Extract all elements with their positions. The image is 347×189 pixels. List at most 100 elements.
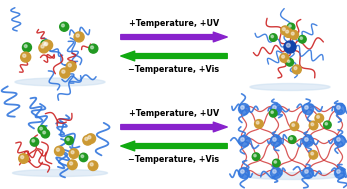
Circle shape xyxy=(303,104,313,115)
Circle shape xyxy=(303,136,313,146)
Circle shape xyxy=(305,170,308,173)
Circle shape xyxy=(289,30,298,39)
Circle shape xyxy=(270,34,277,41)
Circle shape xyxy=(273,170,276,173)
Circle shape xyxy=(252,153,260,160)
Circle shape xyxy=(81,155,84,158)
Circle shape xyxy=(309,150,318,159)
Circle shape xyxy=(281,26,290,35)
Text: −Temperature, +Vis: −Temperature, +Vis xyxy=(128,155,220,164)
Circle shape xyxy=(85,137,88,140)
Circle shape xyxy=(69,149,79,158)
Circle shape xyxy=(273,159,280,167)
Circle shape xyxy=(79,153,88,162)
Circle shape xyxy=(23,54,26,57)
Circle shape xyxy=(286,43,290,47)
Circle shape xyxy=(54,146,64,156)
Text: −Temperature, +Vis: −Temperature, +Vis xyxy=(128,65,220,74)
Circle shape xyxy=(271,111,273,113)
Circle shape xyxy=(41,40,50,49)
Circle shape xyxy=(289,25,291,27)
Circle shape xyxy=(305,106,308,109)
Circle shape xyxy=(241,106,244,109)
Circle shape xyxy=(42,41,51,50)
Circle shape xyxy=(337,106,340,109)
Circle shape xyxy=(294,67,297,70)
Circle shape xyxy=(287,60,290,62)
Circle shape xyxy=(311,123,314,126)
Circle shape xyxy=(255,120,263,128)
Circle shape xyxy=(43,131,45,134)
Circle shape xyxy=(60,22,69,31)
Circle shape xyxy=(254,154,256,157)
Circle shape xyxy=(68,64,71,67)
Circle shape xyxy=(45,42,48,45)
Circle shape xyxy=(291,32,294,35)
Text: +Temperature, +UV: +Temperature, +UV xyxy=(129,19,219,28)
Circle shape xyxy=(24,45,27,48)
Circle shape xyxy=(21,52,31,62)
Circle shape xyxy=(23,43,32,52)
Circle shape xyxy=(271,167,281,178)
Circle shape xyxy=(65,136,73,145)
Circle shape xyxy=(19,154,28,163)
Circle shape xyxy=(30,138,39,146)
Circle shape xyxy=(39,43,49,53)
Circle shape xyxy=(335,104,346,115)
Circle shape xyxy=(292,124,295,126)
Circle shape xyxy=(323,121,331,129)
Circle shape xyxy=(309,121,318,130)
Circle shape xyxy=(89,44,98,53)
Circle shape xyxy=(66,62,76,72)
Circle shape xyxy=(271,136,281,146)
Circle shape xyxy=(290,122,299,131)
Circle shape xyxy=(288,136,296,143)
Circle shape xyxy=(57,148,60,151)
Circle shape xyxy=(273,106,276,109)
Circle shape xyxy=(337,170,340,173)
Circle shape xyxy=(238,136,249,146)
Circle shape xyxy=(335,167,346,178)
Circle shape xyxy=(67,138,69,141)
Circle shape xyxy=(286,30,289,33)
Circle shape xyxy=(68,160,77,170)
Circle shape xyxy=(300,37,303,39)
Circle shape xyxy=(60,68,70,78)
Circle shape xyxy=(44,43,47,46)
Circle shape xyxy=(40,127,42,130)
Circle shape xyxy=(298,36,306,43)
Circle shape xyxy=(305,138,308,141)
Circle shape xyxy=(315,114,324,122)
Circle shape xyxy=(335,136,346,146)
Circle shape xyxy=(256,121,259,124)
Circle shape xyxy=(90,163,93,166)
Circle shape xyxy=(71,151,74,154)
Circle shape xyxy=(269,109,277,117)
Text: +Temperature, +UV: +Temperature, +UV xyxy=(129,109,219,118)
Circle shape xyxy=(317,115,320,118)
Circle shape xyxy=(21,156,24,159)
Circle shape xyxy=(43,42,45,45)
Circle shape xyxy=(282,28,285,31)
Circle shape xyxy=(241,138,244,141)
Circle shape xyxy=(38,125,46,134)
Circle shape xyxy=(238,167,249,178)
Circle shape xyxy=(69,162,73,165)
Circle shape xyxy=(74,32,84,42)
Circle shape xyxy=(91,46,93,49)
Circle shape xyxy=(311,152,314,155)
Circle shape xyxy=(284,28,293,37)
Circle shape xyxy=(287,23,295,31)
Ellipse shape xyxy=(12,170,108,177)
Circle shape xyxy=(41,129,50,138)
Circle shape xyxy=(32,139,35,142)
Circle shape xyxy=(238,104,249,115)
Circle shape xyxy=(88,136,91,139)
Circle shape xyxy=(86,134,95,143)
Ellipse shape xyxy=(250,84,330,91)
Circle shape xyxy=(88,161,98,170)
Circle shape xyxy=(76,34,79,37)
Circle shape xyxy=(274,161,277,163)
Circle shape xyxy=(83,136,92,145)
Circle shape xyxy=(271,104,281,115)
